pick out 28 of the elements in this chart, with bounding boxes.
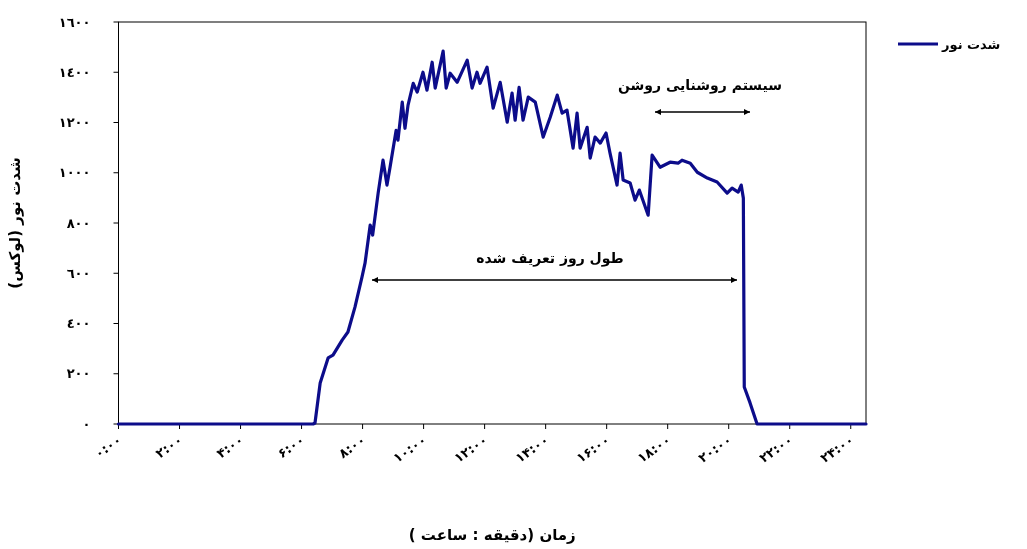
annotation: طول روز تعریف شده [476,249,624,267]
x-tick-label: ۲:۰۰ [152,432,186,462]
y-tick-label: ٦٠٠ [66,265,91,281]
x-tick-label: ۱۸:۰۰ [634,432,674,466]
x-tick-label: ۲۰:۰۰ [695,432,735,466]
y-tick-label: ١٢٠٠ [58,115,91,131]
x-tick-label: ۶:۰۰ [274,432,308,462]
legend-label: شدت نور [941,36,1001,52]
x-tick-label: ۲۲:۰۰ [756,432,796,466]
x-axis-title: زمان (دقیقه : ساعت ) [408,526,576,544]
y-tick-label: ٨٠٠ [66,215,91,231]
x-tick-label: ۰:۰۰ [91,432,125,462]
x-tick-label: ۸:۰۰ [335,432,369,462]
y-tick-label: ٠ [82,416,91,432]
y-tick-label: ٤٠٠ [66,316,91,332]
x-tick-label: ۲۴:۰۰ [817,432,857,466]
y-tick-label: ١٦٠٠ [58,14,91,30]
y-axis-title: شدت نور (لوکس) [6,157,24,289]
annotation: سیستم روشنایی روشن [617,76,783,94]
x-tick-label: ۱۲:۰۰ [451,432,491,466]
y-tick-label: ٢٠٠ [66,366,91,382]
y-tick-label: ١٠٠٠ [58,165,91,181]
x-tick-label: ۱۰:۰۰ [390,432,430,466]
x-tick-label: ۱۴:۰۰ [512,432,552,466]
x-tick-label: ۱۶:۰۰ [573,432,613,466]
line-series [116,49,868,426]
y-tick-label: ١٤٠٠ [58,64,91,80]
x-tick-label: ۴:۰۰ [213,432,247,462]
